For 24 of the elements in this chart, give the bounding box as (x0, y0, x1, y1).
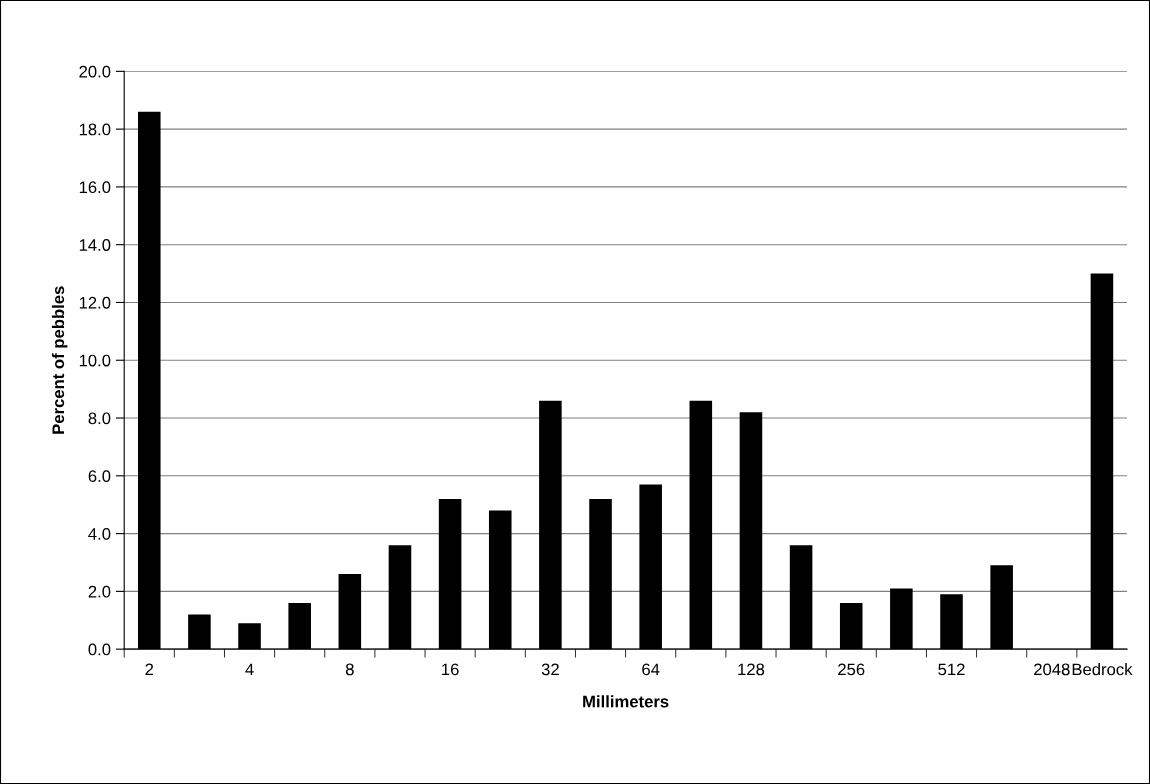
x-tick-label: 128 (738, 663, 765, 676)
y-tick-label: 20.0 (79, 65, 111, 78)
x-tick-label: 64 (642, 663, 660, 676)
x-tick-label: 8 (345, 663, 354, 676)
y-axis-title: Percent of pebbles (51, 286, 68, 434)
y-tick-label: 8.0 (88, 412, 111, 425)
y-tick-label: 10.0 (79, 354, 111, 367)
y-tick-label: 14.0 (79, 239, 111, 251)
y-tick-label: 6.0 (88, 470, 111, 483)
x-tick-label: 32 (541, 663, 559, 676)
x-axis-title: Millimeters (583, 695, 669, 708)
y-tick-label: 16.0 (79, 181, 111, 194)
x-tick-label: 512 (938, 663, 965, 676)
x-tick-label: Bedrock (1072, 663, 1133, 676)
x-tick-label: 2 (145, 663, 154, 676)
y-tick-label: 18.0 (79, 123, 111, 136)
x-tick-label: 16 (442, 663, 459, 676)
x-tick-label: 4 (245, 663, 254, 676)
y-tick-label: 12.0 (79, 296, 111, 309)
x-tick-label: 256 (838, 663, 865, 676)
y-tick-label: 0.0 (88, 643, 111, 656)
x-tick-label: 2048 (1034, 663, 1070, 676)
y-tick-label: 4.0 (88, 527, 111, 540)
y-tick-label: 2.0 (88, 585, 111, 598)
